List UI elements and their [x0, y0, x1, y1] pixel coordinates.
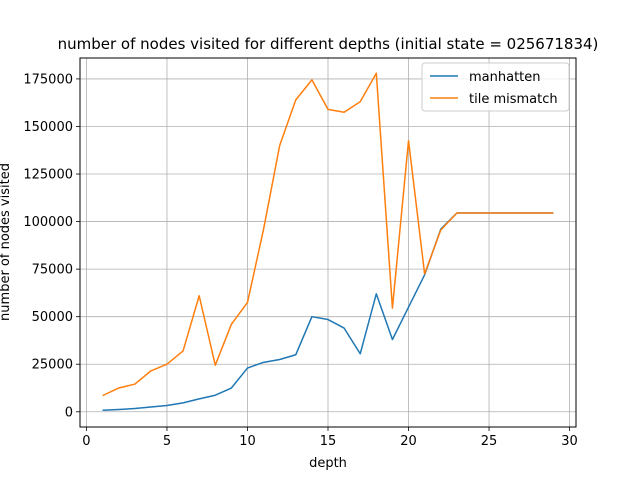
- chart-title: number of nodes visited for different de…: [58, 35, 599, 53]
- x-axis-title: depth: [309, 456, 347, 471]
- x-tick-label: 5: [163, 434, 171, 449]
- x-tick-label: 0: [82, 434, 90, 449]
- y-tick-label: 50000: [32, 310, 73, 325]
- x-tick-label: 30: [561, 434, 578, 449]
- y-tick-label: 100000: [23, 215, 73, 230]
- x-tick-label: 25: [481, 434, 498, 449]
- y-tick-label: 75000: [32, 263, 73, 278]
- x-tick-label: 20: [400, 434, 417, 449]
- legend: manhatten tile mismatch: [421, 62, 570, 112]
- x-tick-label: 15: [320, 434, 337, 449]
- legend-box: [421, 62, 570, 112]
- grid: [80, 58, 576, 427]
- legend-label-tile-mismatch: tile mismatch: [469, 92, 558, 107]
- series-line-tile-mismatch: [102, 72, 554, 397]
- series-lines: [102, 72, 554, 412]
- y-tick-label: 175000: [23, 72, 73, 87]
- legend-label-manhatten: manhatten: [469, 70, 541, 85]
- y-tick-label: 25000: [32, 358, 73, 373]
- x-tick-label: 10: [239, 434, 256, 449]
- y-tick-label: 0: [65, 405, 73, 420]
- y-tick-label: 125000: [23, 168, 73, 183]
- y-tick-label: 150000: [23, 120, 73, 135]
- y-axis-title: number of nodes visited: [0, 163, 13, 321]
- axis-ticks: 0 5 10 15 20 25 30 0 25000 50000 75000 100000 125000…: [23, 72, 577, 449]
